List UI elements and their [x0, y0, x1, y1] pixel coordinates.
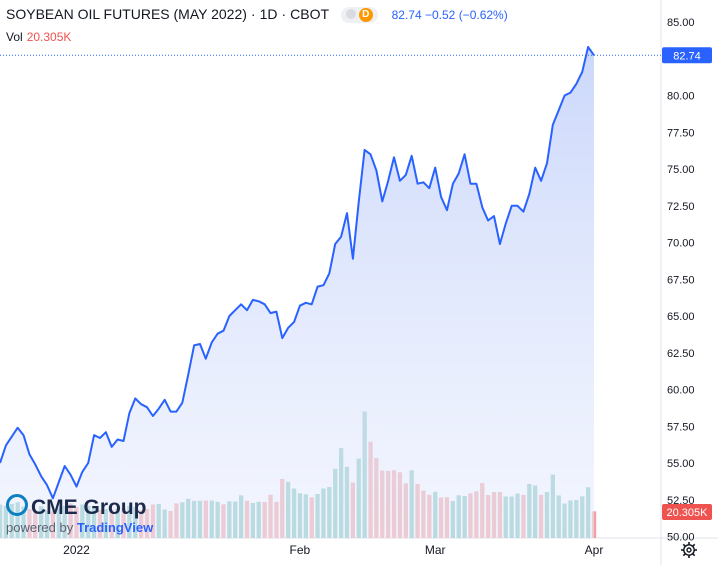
price-tick-label: 72.50 — [667, 201, 695, 213]
chart-header: SOYBEAN OIL FUTURES (MAY 2022) · 1D · CBOT D… — [6, 6, 508, 24]
last-price: 82.74 — [391, 8, 422, 22]
price-tick-label: 60.00 — [667, 385, 695, 397]
price-tick-label: 55.00 — [667, 458, 695, 470]
price-area-fill — [0, 47, 594, 538]
price-tick-label: 57.50 — [667, 421, 695, 433]
price-tick-label: 80.00 — [667, 91, 695, 103]
delayed-badge: D — [358, 8, 373, 23]
time-tick-label: Mar — [425, 543, 446, 557]
volume-bar — [591, 511, 597, 538]
time-tick-label: 2022 — [63, 543, 90, 557]
tradingview-brand: TradingView — [76, 520, 154, 535]
cme-globe-icon — [6, 494, 28, 516]
price-tick-label: 52.50 — [667, 495, 695, 507]
price-change: −0.52 — [424, 8, 456, 22]
last-price-axis-label-bg — [662, 47, 712, 64]
market-status-dot — [345, 9, 356, 20]
last-price-axis-label: 82.74 — [673, 50, 701, 62]
cme-group-logo[interactable]: CME Group powered by TradingView — [6, 494, 153, 535]
last-volume-axis-label-bg — [662, 504, 712, 520]
powered-by-text: powered by — [6, 520, 74, 535]
time-axis-ticks: Dec2022FebMarAprMay — [63, 543, 604, 557]
logo-text: CME Group — [31, 496, 147, 519]
price-tick-label: 85.00 — [667, 17, 695, 29]
time-tick-label: Apr — [585, 543, 604, 557]
price-tick-label: 67.50 — [667, 274, 695, 286]
price-tick-label: 77.50 — [667, 127, 695, 139]
symbol-title[interactable]: SOYBEAN OIL FUTURES (MAY 2022) — [6, 6, 247, 22]
price-tick-label: 50.00 — [667, 532, 695, 544]
volume-label: Vol — [6, 30, 23, 44]
price-tick-label: 75.00 — [667, 164, 695, 176]
volume-legend[interactable]: Vol 20.305K — [6, 30, 71, 44]
last-price-readout: 82.74 −0.52 (−0.62%) — [392, 8, 508, 22]
last-volume-axis-label: 20.305K — [667, 507, 709, 519]
time-tick-label: Feb — [290, 543, 311, 557]
market-status-chip[interactable]: D — [340, 7, 378, 24]
price-series-line — [0, 46, 595, 500]
price-tick-label: 62.50 — [667, 348, 695, 360]
axis-value-labels: 82.74 20.305K — [662, 47, 712, 520]
price-tick-label: 70.00 — [667, 238, 695, 250]
volume-value: 20.305K — [26, 30, 72, 44]
interval-label[interactable]: 1D — [259, 6, 278, 22]
exchange-label: CBOT — [290, 6, 329, 22]
price-axis-ticks: 85.0082.5080.0077.5075.0072.5070.0067.50… — [667, 17, 695, 544]
gear-icon[interactable] — [680, 541, 698, 559]
price-tick-label: 65.00 — [667, 311, 695, 323]
price-change-percent: (−0.62%) — [458, 8, 508, 22]
